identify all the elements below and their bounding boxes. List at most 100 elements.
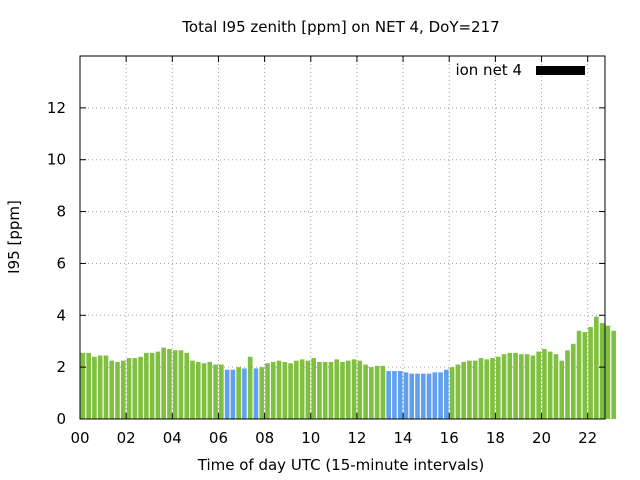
bar [219, 364, 224, 419]
bar-highlight [438, 372, 443, 419]
x-tick-label: 08 [255, 429, 274, 447]
bar [380, 365, 386, 419]
bar [259, 367, 265, 419]
bar [288, 363, 293, 419]
bar [467, 360, 472, 419]
bar [588, 326, 593, 419]
bar [144, 352, 149, 419]
bar [455, 364, 461, 419]
bar [461, 361, 466, 419]
bar [472, 360, 478, 419]
bar [317, 361, 322, 419]
y-tick-label: 2 [56, 358, 66, 376]
bar [126, 358, 132, 419]
x-tick-label: 04 [163, 429, 182, 447]
x-tick-label: 20 [532, 429, 551, 447]
bar [340, 361, 345, 419]
bar [559, 360, 565, 419]
x-tick-label: 06 [209, 429, 228, 447]
bar [513, 352, 518, 419]
legend-swatch [536, 66, 585, 75]
bar [599, 323, 605, 419]
bar [138, 356, 143, 419]
bar [299, 359, 305, 419]
bar [270, 361, 276, 419]
bar [305, 360, 311, 419]
y-tick-label: 6 [56, 254, 66, 272]
bar-highlight [386, 371, 391, 419]
bar [565, 350, 570, 419]
bar [594, 316, 599, 419]
bar-highlight [224, 369, 230, 419]
bar [582, 332, 588, 419]
bar [178, 350, 184, 419]
x-axis-label: Time of day UTC (15-minute intervals) [197, 456, 484, 474]
bar-highlight [403, 372, 409, 419]
bar [236, 367, 241, 419]
bar-highlight [415, 373, 420, 420]
bar [109, 360, 115, 419]
bar-highlight [420, 373, 426, 420]
y-tick-label: 4 [56, 306, 66, 324]
x-tick-label: 02 [117, 429, 136, 447]
bar [172, 350, 178, 419]
bar-highlight [409, 373, 415, 420]
bar [80, 352, 86, 419]
x-tick-label: 12 [347, 429, 366, 447]
bar-highlight [230, 369, 236, 419]
y-tick-label: 8 [56, 203, 66, 221]
bar [322, 361, 328, 419]
bar [334, 359, 340, 419]
bar [265, 363, 270, 419]
bar [213, 364, 218, 419]
plot-frame [79, 55, 606, 420]
bar [282, 361, 288, 419]
bar [519, 354, 524, 419]
bar [311, 358, 316, 419]
bar [190, 360, 195, 419]
bar [605, 325, 611, 419]
bar [115, 361, 120, 419]
bar-highlight [432, 372, 438, 419]
bar [97, 355, 103, 419]
bar [570, 343, 576, 419]
bar [576, 330, 582, 419]
bar [369, 367, 374, 419]
x-tick-label: 16 [440, 429, 459, 447]
bar [478, 358, 484, 419]
bar [490, 358, 495, 419]
bar [507, 352, 513, 419]
y-tick-label: 12 [47, 99, 66, 117]
bar [536, 351, 541, 419]
axis-ticks [79, 56, 605, 420]
bar [374, 365, 380, 419]
bar [530, 355, 536, 419]
bar [542, 348, 547, 419]
bar-highlight [426, 373, 432, 420]
chart-title: Total I95 zenith [ppm] on NET 4, DoY=217 [181, 18, 499, 36]
bar [351, 359, 357, 419]
y-tick-label: 10 [47, 151, 66, 169]
bar-highlight [444, 369, 449, 419]
legend: ion net 4 [455, 61, 585, 79]
legend-label: ion net 4 [455, 61, 522, 79]
bar [207, 361, 213, 419]
bar-highlight [397, 371, 403, 419]
y-tick-labels: 0 2 4 6 8 10 12 [47, 99, 66, 428]
bar [161, 347, 166, 419]
bar [167, 348, 172, 419]
y-tick-label: 0 [56, 410, 66, 428]
bar [357, 360, 363, 419]
bar [495, 356, 501, 419]
bar [132, 358, 138, 419]
bar [195, 361, 201, 419]
bar [103, 355, 109, 419]
x-tick-label: 18 [486, 429, 505, 447]
bar [328, 361, 334, 419]
x-tick-label: 10 [301, 429, 320, 447]
bar [553, 354, 559, 419]
bar [92, 356, 97, 419]
x-tick-label: 00 [70, 429, 89, 447]
x-tick-label: 22 [578, 429, 597, 447]
x-tick-labels: 00 02 04 06 08 10 12 14 16 18 20 22 [70, 429, 597, 447]
